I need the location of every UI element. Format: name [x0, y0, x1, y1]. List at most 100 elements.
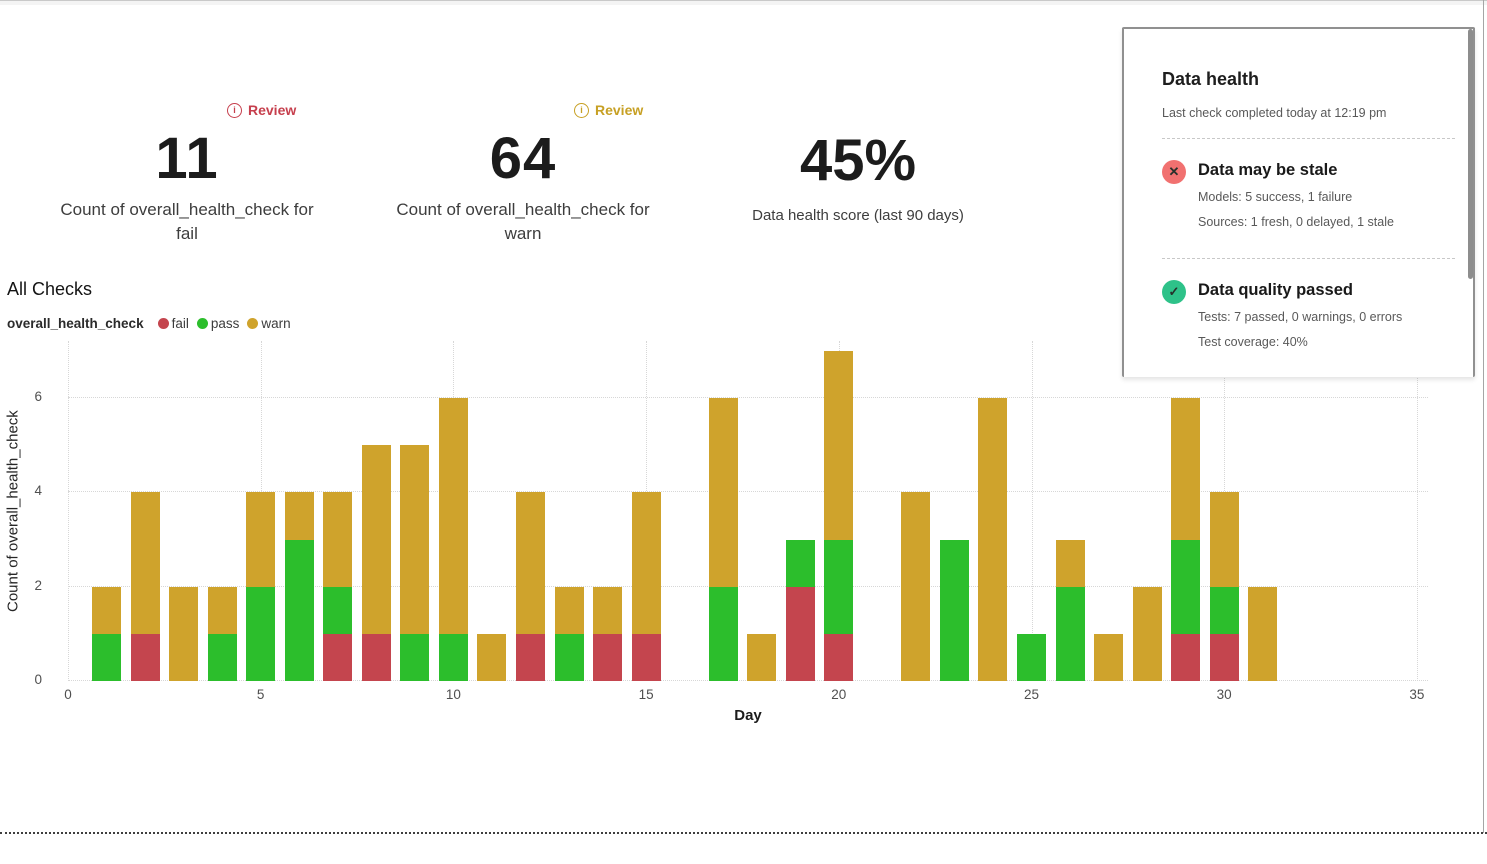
bar-day14-warn[interactable] [593, 586, 623, 634]
bar-day2-warn[interactable] [130, 492, 160, 634]
bar-day17-pass[interactable] [708, 586, 738, 681]
bar-day18-warn[interactable] [747, 633, 777, 681]
info-icon: i [574, 102, 589, 118]
legend-dot-icon [247, 318, 259, 329]
bar-day6-pass[interactable] [284, 539, 314, 681]
y-axis-tick-label: 2 [34, 577, 42, 593]
x-axis-tick-label: 35 [1409, 687, 1425, 702]
bottom-divider [0, 832, 1487, 834]
x-axis-tick-label: 20 [831, 687, 847, 702]
bar-day13-pass[interactable] [554, 633, 584, 681]
bar-day1-pass[interactable] [92, 633, 122, 681]
x-axis-tick-label: 30 [1216, 687, 1232, 702]
bar-day20-pass[interactable] [824, 539, 854, 634]
panel-divider [1162, 258, 1455, 259]
status-detail: Sources: 1 fresh, 0 delayed, 1 stale [1198, 215, 1394, 229]
review-label: Review [248, 102, 297, 118]
bar-day15-warn[interactable] [631, 492, 661, 634]
status-icon-cell: ✓ [1162, 279, 1198, 360]
check-circle-icon: ✓ [1162, 280, 1186, 304]
bar-day29-warn[interactable] [1171, 398, 1201, 540]
bar-day4-warn[interactable] [207, 586, 237, 634]
x-axis-tick-label: 25 [1023, 687, 1040, 702]
bar-day19-pass[interactable] [785, 539, 815, 587]
bar-day20-fail[interactable] [824, 633, 854, 681]
section-title: All Checks [7, 279, 93, 299]
bar-day13-warn[interactable] [554, 586, 584, 634]
bar-day12-fail[interactable] [515, 633, 545, 681]
x-axis-tick-label: 5 [256, 687, 265, 702]
bar-day4-pass[interactable] [207, 633, 237, 681]
bar-day11-warn[interactable] [477, 633, 507, 681]
bar-day7-warn[interactable] [323, 492, 353, 587]
bar-day10-warn[interactable] [438, 398, 468, 634]
panel-title: Data health [1162, 69, 1260, 89]
review-badge[interactable]: i Review [574, 102, 643, 118]
gridline-h [68, 491, 1428, 493]
bar-day24-warn[interactable] [978, 398, 1008, 681]
bar-day2-fail[interactable] [130, 633, 160, 681]
bar-day29-fail[interactable] [1171, 633, 1201, 681]
bar-day8-warn[interactable] [361, 445, 391, 634]
panel-subtitle: Last check completed today at 12:19 pm [1162, 106, 1387, 120]
legend-item-fail[interactable]: fail [157, 316, 189, 331]
bar-day9-pass[interactable] [400, 633, 430, 681]
bar-day7-fail[interactable] [323, 633, 353, 681]
bar-day15-fail[interactable] [631, 633, 661, 681]
bar-day25-pass[interactable] [1017, 633, 1046, 681]
gridline-v [1416, 341, 1418, 681]
bar-day8-fail[interactable] [361, 633, 391, 681]
metric-card-warn: 64 Count of overall_health_check for war… [373, 128, 673, 246]
bar-day17-warn[interactable] [708, 398, 738, 587]
review-badge[interactable]: i Review [227, 102, 296, 118]
bar-day7-pass[interactable] [323, 586, 353, 634]
status-detail: Tests: 7 passed, 0 warnings, 0 errors [1198, 310, 1403, 324]
bar-day10-pass[interactable] [438, 633, 468, 681]
gridline-h [68, 585, 1428, 587]
metric-value: 45% [799, 128, 917, 193]
bar-day9-warn[interactable] [400, 445, 430, 634]
x-axis-tick-label: 15 [638, 687, 654, 702]
legend-label: fail [171, 316, 189, 331]
window-right-edge [1483, 0, 1484, 833]
bar-day29-pass[interactable] [1171, 539, 1201, 634]
bar-day23-pass[interactable] [939, 539, 969, 681]
bar-day20-warn[interactable] [824, 350, 854, 540]
status-body: Data quality passed Tests: 7 passed, 0 wa… [1198, 279, 1455, 360]
metric-value: 11 [155, 126, 219, 191]
bar-day22-warn[interactable] [901, 492, 931, 681]
top-strip [0, 0, 1487, 5]
data-health-panel: Data health Last check completed today a… [1122, 27, 1475, 377]
legend-label: warn [261, 316, 291, 331]
review-label: Review [595, 102, 644, 118]
legend-item-pass[interactable]: pass [196, 316, 240, 331]
legend-label: pass [210, 316, 240, 331]
metric-card-fail: 11 Count of overall_health_check for fai… [37, 128, 337, 246]
bar-day28-warn[interactable] [1132, 586, 1162, 681]
bar-day6-warn[interactable] [284, 492, 314, 540]
gridline-v [68, 341, 69, 681]
bar-day30-fail[interactable] [1209, 633, 1239, 681]
bar-day30-pass[interactable] [1209, 586, 1239, 634]
bar-day30-warn[interactable] [1209, 492, 1239, 587]
bar-day27-warn[interactable] [1094, 633, 1124, 681]
bar-day31-warn[interactable] [1248, 586, 1278, 681]
bar-day1-warn[interactable] [92, 586, 122, 634]
bar-day19-fail[interactable] [785, 586, 815, 681]
bar-day26-pass[interactable] [1055, 586, 1085, 681]
bar-day26-warn[interactable] [1055, 539, 1085, 587]
bar-day5-pass[interactable] [246, 586, 276, 681]
x-axis-tick-label: 0 [64, 687, 72, 702]
panel-scrollbar[interactable] [1468, 29, 1473, 279]
bar-day12-warn[interactable] [515, 492, 545, 634]
info-icon: i [227, 102, 242, 118]
panel-items: ✕ Data may be stale Models: 5 success, 1 f… [1162, 138, 1455, 360]
bar-day5-warn[interactable] [246, 492, 276, 587]
legend-group-label: overall_health_check [7, 316, 144, 331]
status-detail: Models: 5 success, 1 failure [1198, 190, 1353, 204]
bar-day3-warn[interactable] [169, 586, 199, 681]
panel-divider [1162, 138, 1455, 139]
legend-item-warn[interactable]: warn [247, 316, 291, 331]
metric-label: Data health score (last 90 days) [752, 207, 964, 224]
bar-day14-fail[interactable] [593, 633, 623, 681]
